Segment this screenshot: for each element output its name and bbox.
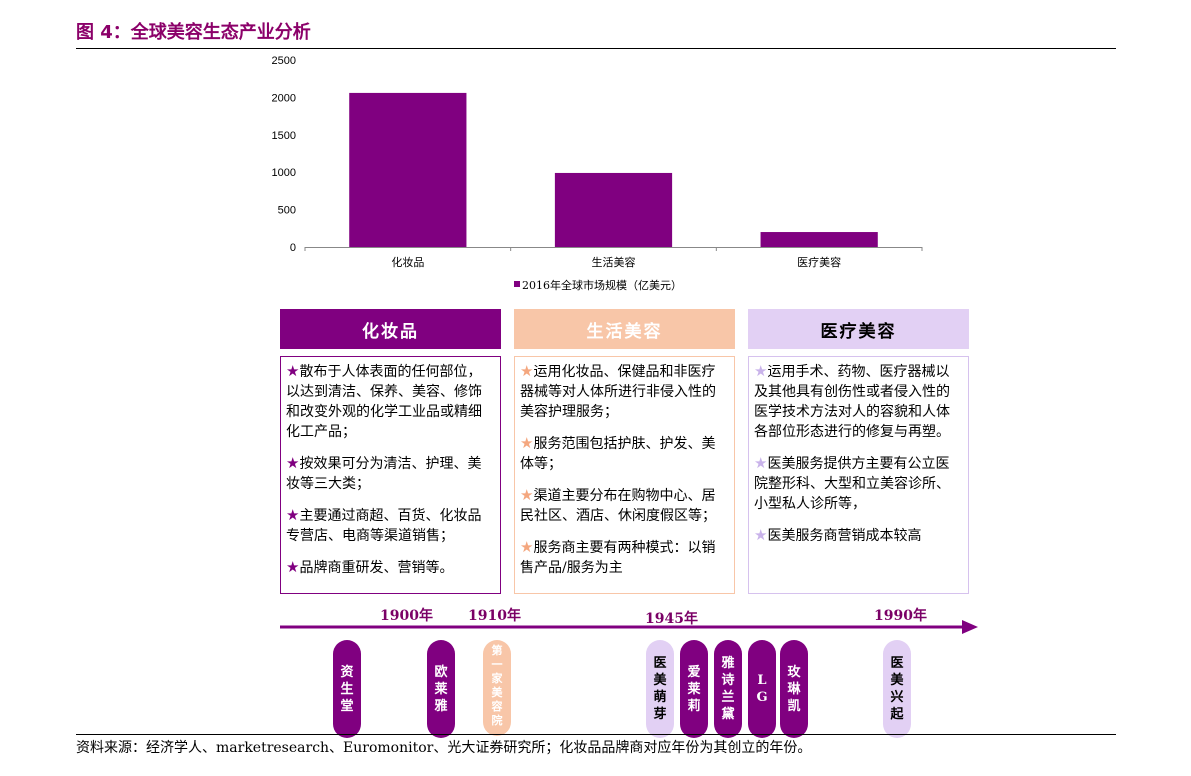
timeline-pill-label: 资生堂 <box>340 664 354 714</box>
star-icon: ★ <box>520 486 534 504</box>
source-note: 资料来源：经济学人、marketresearch、Euromonitor、光大证… <box>76 740 812 756</box>
timeline-pill: 雅诗兰黛 <box>714 640 742 738</box>
bullet-text: 主要通过商超、百货、化妆品专营店、电商等渠道销售； <box>286 508 482 544</box>
box-bullet-item: ★运用手术、药物、医疗器械以及其他具有创伤性或者侵入性的医学技术方法对人的容貌和… <box>754 361 963 442</box>
star-icon: ★ <box>520 538 534 556</box>
x-category-label: 生活美容 <box>592 255 636 269</box>
timeline-year: 1990年 <box>874 608 927 624</box>
star-icon: ★ <box>286 558 300 576</box>
bar <box>554 172 673 247</box>
bullet-text: 医美服务提供方主要有公立医院整形科、大型和立美容诊所、小型私人诊所等， <box>754 456 950 512</box>
bullet-text: 运用手术、药物、医疗器械以及其他具有创伤性或者侵入性的医学技术方法对人的容貌和人… <box>754 364 950 440</box>
timeline-pill: 爱莱莉 <box>680 640 708 738</box>
box-header-life-beauty: 生活美容 <box>514 309 735 349</box>
y-tick-label: 1000 <box>272 167 296 179</box>
box-body-life-beauty: ★运用化妆品、保健品和非医疗器械等对人体所进行非侵入性的美容护理服务； ★服务范围… <box>514 356 735 594</box>
title-divider <box>76 48 1116 49</box>
timeline-pill-label: LG <box>756 673 768 705</box>
box-bullet-item: ★运用化妆品、保健品和非医疗器械等对人体所进行非侵入性的美容护理服务； <box>520 361 729 422</box>
timeline-pill: 玫琳凯 <box>780 640 808 738</box>
timeline-pill: 资生堂 <box>333 640 361 738</box>
timeline-year: 1945年 <box>645 611 698 627</box>
box-body-medical-beauty: ★运用手术、药物、医疗器械以及其他具有创伤性或者侵入性的医学技术方法对人的容貌和… <box>748 356 969 594</box>
y-tick-label: 2500 <box>272 55 296 67</box>
x-category-label: 医疗美容 <box>797 255 841 269</box>
star-icon: ★ <box>520 362 534 380</box>
source-divider <box>76 734 1116 735</box>
y-tick-label: 0 <box>290 242 296 254</box>
timeline-pill: LG <box>748 640 776 738</box>
legend-swatch <box>514 281 520 287</box>
y-tick-label: 500 <box>278 205 296 217</box>
timeline-arrow <box>280 620 978 634</box>
bullet-text: 服务范围包括护肤、护发、美体等； <box>520 436 716 472</box>
timeline-year: 1900年 <box>380 608 433 624</box>
bullet-text: 品牌商重研发、营销等。 <box>299 560 454 576</box>
star-icon: ★ <box>286 506 300 524</box>
bullet-text: 运用化妆品、保健品和非医疗器械等对人体所进行非侵入性的美容护理服务； <box>520 364 716 420</box>
timeline-pill: 医美兴起 <box>883 640 911 738</box>
legend-label: 2016年全球市场规模（亿美元） <box>522 278 682 292</box>
star-icon: ★ <box>754 454 768 472</box>
timeline-pill-label: 玫琳凯 <box>787 664 801 714</box>
timeline-pill-label: 雅诗兰黛 <box>721 656 735 722</box>
timeline-pill: 第一家美容院 <box>483 640 511 736</box>
box-bullet-item: ★品牌商重研发、营销等。 <box>286 557 495 578</box>
y-tick-label: 2000 <box>272 92 296 104</box>
market-size-bar-chart: 0 500 1000 1500 2000 2500 化妆品 生活美容 医疗美容 2016年全球市场… <box>272 55 923 292</box>
box-bullet-item: ★散布于人体表面的任何部位，以达到清洁、保养、美容、修饰和改变外观的化学工业品或… <box>286 361 495 442</box>
box-body-cosmetics: ★散布于人体表面的任何部位，以达到清洁、保养、美容、修饰和改变外观的化学工业品或… <box>280 356 501 594</box>
timeline-pill-label: 医美萌芽 <box>653 656 667 722</box>
box-bullet-item: ★按效果可分为清洁、护理、美妆等三大类； <box>286 453 495 494</box>
y-tick-label: 1500 <box>272 130 296 142</box>
box-bullet-item: ★服务范围包括护肤、护发、美体等； <box>520 433 729 474</box>
star-icon: ★ <box>286 454 300 472</box>
bullet-text: 按效果可分为清洁、护理、美妆等三大类； <box>286 456 482 492</box>
bar <box>349 92 467 247</box>
box-bullet-item: ★医美服务商营销成本较高 <box>754 525 963 546</box>
timeline-pill-label: 爱莱莉 <box>687 664 701 714</box>
bullet-text: 医美服务商营销成本较高 <box>767 528 922 544</box>
timeline-pill-label: 医美兴起 <box>890 656 904 722</box>
figure-title: 图 4：全球美容生态产业分析 <box>76 22 311 43</box>
bullet-text: 服务商主要有两种模式：以销售产品/服务为主 <box>520 540 716 576</box>
box-bullet-item: ★主要通过商超、百货、化妆品专营店、电商等渠道销售； <box>286 505 495 546</box>
bullet-text: 渠道主要分布在购物中心、居民社区、酒店、休闲度假区等； <box>520 488 716 524</box>
box-bullet-item: ★医美服务提供方主要有公立医院整形科、大型和立美容诊所、小型私人诊所等， <box>754 453 963 514</box>
box-header-cosmetics: 化妆品 <box>280 309 501 349</box>
box-header-medical-beauty: 医疗美容 <box>748 309 969 349</box>
star-icon: ★ <box>286 362 300 380</box>
box-bullet-item: ★服务商主要有两种模式：以销售产品/服务为主 <box>520 537 729 578</box>
star-icon: ★ <box>754 362 768 380</box>
bullet-text: 散布于人体表面的任何部位，以达到清洁、保养、美容、修饰和改变外观的化学工业品或精… <box>286 364 482 440</box>
star-icon: ★ <box>520 434 534 452</box>
timeline-pill: 医美萌芽 <box>646 640 674 738</box>
x-category-label: 化妆品 <box>391 255 424 269</box>
star-icon: ★ <box>754 526 768 544</box>
timeline-pill-label: 第一家美容院 <box>491 644 503 727</box>
timeline-pill-label: 欧莱雅 <box>434 664 448 714</box>
timeline-pill: 欧莱雅 <box>427 640 455 738</box>
bar <box>760 232 878 247</box>
timeline-year: 1910年 <box>468 608 521 624</box>
box-bullet-item: ★渠道主要分布在购物中心、居民社区、酒店、休闲度假区等； <box>520 485 729 526</box>
